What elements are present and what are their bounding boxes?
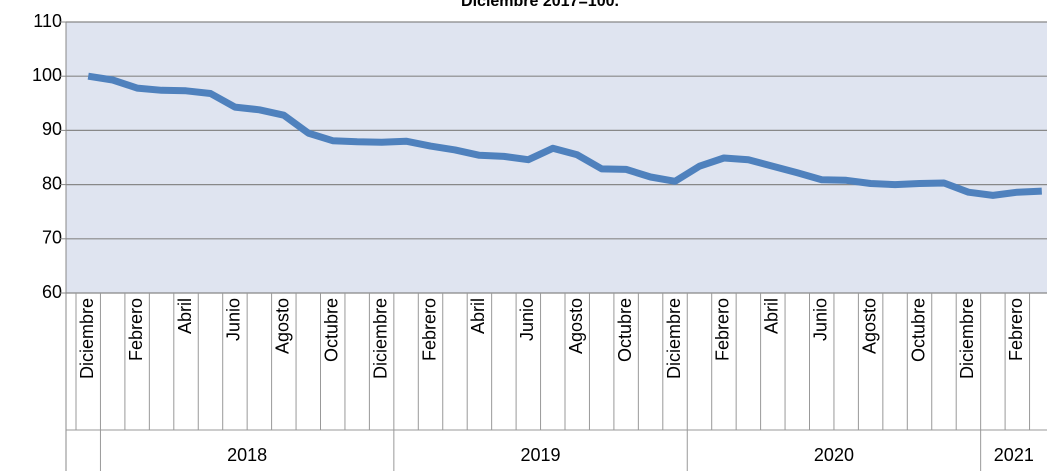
x-tick-label: Diciembre (957, 298, 977, 379)
x-tick-label: Febrero (713, 298, 733, 361)
x-tick-label: Diciembre (370, 298, 390, 379)
y-tick-label: 110 (33, 11, 62, 31)
year-label: 2018 (227, 445, 267, 465)
x-tick-label: Octubre (908, 298, 928, 362)
x-tick-label: Agosto (859, 298, 879, 354)
year-label: 2019 (521, 445, 561, 465)
x-tick-label: Febrero (419, 298, 439, 361)
y-tick-label: 90 (42, 119, 62, 139)
data-line (87, 72, 1042, 199)
chart-title: Diciembre 2017=100. (461, 0, 619, 10)
x-tick-label: Diciembre (77, 298, 97, 379)
x-tick-label: Abril (468, 298, 488, 334)
x-tick-label: Abril (762, 298, 782, 334)
x-tick-label: Agosto (273, 298, 293, 354)
x-tick-label: Febrero (126, 298, 146, 361)
x-tick-label: Junio (517, 298, 537, 341)
y-tick-label: 60 (42, 282, 62, 302)
year-label: 2021 (994, 445, 1034, 465)
plot-area (66, 22, 1047, 293)
x-tick-label: Octubre (321, 298, 341, 362)
x-tick-label: Febrero (1006, 298, 1026, 361)
y-tick-label: 80 (42, 173, 62, 193)
x-tick-label: Junio (810, 298, 830, 341)
x-tick-label: Diciembre (664, 298, 684, 379)
y-tick-label: 100 (32, 65, 62, 85)
year-label: 2020 (814, 445, 854, 465)
x-tick-label: Agosto (566, 298, 586, 354)
x-tick-label: Junio (224, 298, 244, 341)
x-tick-label: Abril (175, 298, 195, 334)
x-tick-label: Octubre (615, 298, 635, 362)
y-tick-label: 70 (42, 228, 62, 248)
